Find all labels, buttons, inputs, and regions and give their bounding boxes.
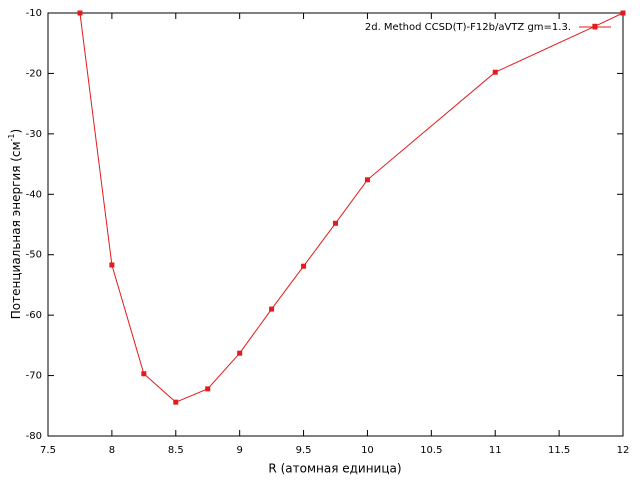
x-tick-label: 9 <box>236 445 242 456</box>
y-label-suffix: ) <box>9 129 23 134</box>
y-tick-label: -80 <box>26 431 42 442</box>
x-tick-label: 10 <box>361 445 374 456</box>
data-point <box>333 220 338 226</box>
y-label-sup: -1 <box>7 133 16 141</box>
x-tick-label: 10.5 <box>420 445 442 456</box>
legend-label: 2d. Method CCSD(T)-F12b/aVTZ gm=1.3. <box>365 22 571 33</box>
y-label-text: Потенциальная энергия (см <box>9 141 23 319</box>
data-point <box>237 350 243 356</box>
y-tick-label: -70 <box>26 371 42 382</box>
x-tick-label: 8 <box>109 445 115 456</box>
legend-marker <box>592 24 598 30</box>
data-point <box>77 10 83 16</box>
data-point <box>301 263 307 269</box>
y-tick-label: -10 <box>26 8 42 19</box>
data-point <box>364 177 370 183</box>
x-tick-label: 9.5 <box>296 445 312 456</box>
data-line <box>79 12 624 403</box>
x-tick-label: 12 <box>617 445 630 456</box>
y-axis-label: Потенциальная энергия (см-1) <box>7 129 23 319</box>
y-tick-label: -60 <box>26 310 42 321</box>
x-tick-label: 11 <box>489 445 502 456</box>
x-tick-label: 8.5 <box>168 445 184 456</box>
plot-border <box>47 12 624 437</box>
y-tick-label: -30 <box>26 129 42 140</box>
data-point <box>620 10 626 16</box>
data-point <box>205 386 211 392</box>
data-point <box>269 306 275 312</box>
x-axis-label: R (атомная единица) <box>268 462 401 476</box>
data-point <box>173 399 179 405</box>
x-tick-label: 7.5 <box>40 445 56 456</box>
data-point <box>141 371 147 377</box>
y-tick-label: -40 <box>26 189 42 200</box>
x-tick-label: 11.5 <box>548 445 570 456</box>
data-point <box>492 69 498 75</box>
y-tick-label: -50 <box>26 250 42 261</box>
y-tick-label: -20 <box>26 68 42 79</box>
data-point <box>109 262 115 268</box>
